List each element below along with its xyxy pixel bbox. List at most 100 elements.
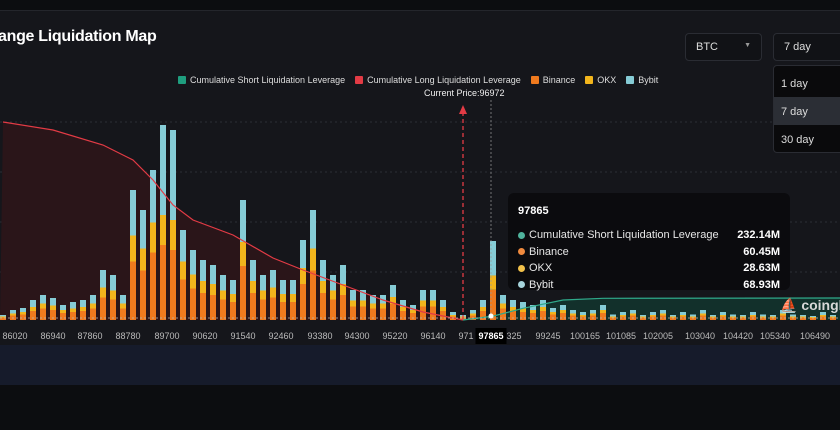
bar-bybit[interactable] [310, 210, 316, 249]
legend-item[interactable]: Cumulative Short Liquidation Leverage [178, 75, 345, 85]
bar-okx[interactable] [410, 310, 416, 313]
bar-bybit[interactable] [720, 312, 726, 315]
bar-binance[interactable] [640, 317, 646, 321]
bar-bybit[interactable] [580, 312, 586, 315]
bar-binance[interactable] [800, 317, 806, 321]
bar-binance[interactable] [600, 313, 606, 320]
bar-okx[interactable] [600, 310, 606, 313]
bar-binance[interactable] [580, 316, 586, 321]
bar-okx[interactable] [300, 268, 306, 284]
bar-okx[interactable] [690, 316, 696, 318]
bar-bybit[interactable] [50, 298, 56, 306]
bar-okx[interactable] [440, 307, 446, 311]
bar-okx[interactable] [670, 316, 676, 318]
bar-binance[interactable] [500, 308, 506, 321]
bar-bybit[interactable] [670, 315, 676, 317]
bar-binance[interactable] [220, 299, 226, 321]
bar-okx[interactable] [340, 284, 346, 295]
bar-okx[interactable] [800, 316, 806, 318]
bar-binance[interactable] [330, 299, 336, 321]
bar-okx[interactable] [200, 281, 206, 293]
bar-okx[interactable] [400, 307, 406, 311]
bar-bybit[interactable] [450, 312, 456, 315]
bar-binance[interactable] [410, 313, 416, 320]
bar-binance[interactable] [280, 302, 286, 320]
bar-okx[interactable] [190, 274, 196, 289]
bar-binance[interactable] [660, 315, 666, 321]
bar-binance[interactable] [210, 295, 216, 320]
bar-binance[interactable] [430, 306, 436, 321]
bar-binance[interactable] [550, 314, 556, 321]
bar-binance[interactable] [110, 299, 116, 321]
bar-okx[interactable] [240, 242, 246, 266]
bar-okx[interactable] [680, 315, 686, 317]
bar-okx[interactable] [510, 307, 516, 311]
bar-binance[interactable] [740, 317, 746, 321]
range-slider-track[interactable] [0, 345, 840, 385]
bar-bybit[interactable] [410, 305, 416, 310]
bar-bybit[interactable] [620, 312, 626, 315]
bar-okx[interactable] [230, 294, 236, 302]
bar-binance[interactable] [240, 266, 246, 320]
bar-bybit[interactable] [150, 170, 156, 223]
bar-binance[interactable] [710, 317, 716, 321]
bar-bybit[interactable] [540, 300, 546, 307]
bar-bybit[interactable] [760, 314, 766, 317]
bar-binance[interactable] [130, 261, 136, 321]
period-option-1-day[interactable]: 1 day [781, 78, 808, 90]
bar-bybit[interactable] [480, 300, 486, 307]
bar-bybit[interactable] [380, 295, 386, 304]
bar-binance[interactable] [700, 315, 706, 321]
bar-bybit[interactable] [270, 270, 276, 288]
bar-bybit[interactable] [500, 295, 506, 304]
bar-binance[interactable] [90, 308, 96, 321]
bar-okx[interactable] [150, 222, 156, 253]
bar-binance[interactable] [300, 284, 306, 320]
bar-bybit[interactable] [140, 210, 146, 249]
bar-binance[interactable] [380, 308, 386, 321]
bar-okx[interactable] [0, 316, 6, 318]
bar-okx[interactable] [770, 316, 776, 318]
bar-bybit[interactable] [60, 305, 66, 310]
bar-okx[interactable] [210, 284, 216, 295]
bar-bybit[interactable] [420, 290, 426, 301]
bar-binance[interactable] [820, 316, 826, 321]
bar-binance[interactable] [180, 279, 186, 321]
bar-binance[interactable] [200, 293, 206, 320]
bar-binance[interactable] [400, 311, 406, 320]
bar-bybit[interactable] [650, 312, 656, 315]
bar-bybit[interactable] [570, 310, 576, 314]
bar-okx[interactable] [420, 300, 426, 307]
bar-binance[interactable] [120, 308, 126, 321]
bar-bybit[interactable] [810, 316, 816, 317]
bar-bybit[interactable] [340, 265, 346, 284]
bar-binance[interactable] [670, 317, 676, 321]
bar-okx[interactable] [630, 313, 636, 316]
bar-bybit[interactable] [10, 310, 16, 314]
bar-okx[interactable] [360, 300, 366, 307]
bar-binance[interactable] [370, 308, 376, 321]
bar-okx[interactable] [580, 315, 586, 317]
bar-bybit[interactable] [300, 240, 306, 268]
bar-binance[interactable] [40, 308, 46, 321]
bar-binance[interactable] [50, 310, 56, 320]
bar-okx[interactable] [380, 303, 386, 309]
bar-binance[interactable] [270, 297, 276, 321]
bar-binance[interactable] [60, 313, 66, 320]
bar-bybit[interactable] [330, 275, 336, 291]
bar-binance[interactable] [560, 313, 566, 320]
bar-bybit[interactable] [220, 275, 226, 291]
bar-binance[interactable] [610, 317, 616, 321]
bar-bybit[interactable] [790, 314, 796, 317]
bar-binance[interactable] [340, 295, 346, 320]
bar-okx[interactable] [180, 261, 186, 280]
bar-binance[interactable] [510, 311, 516, 320]
bar-bybit[interactable] [640, 315, 646, 317]
bar-bybit[interactable] [0, 315, 6, 317]
legend-item[interactable]: Cumulative Long Liquidation Leverage [355, 75, 521, 85]
bar-okx[interactable] [700, 313, 706, 316]
bar-okx[interactable] [820, 315, 826, 317]
bar-bybit[interactable] [750, 312, 756, 315]
bar-bybit[interactable] [120, 295, 126, 304]
bar-bybit[interactable] [440, 300, 446, 307]
